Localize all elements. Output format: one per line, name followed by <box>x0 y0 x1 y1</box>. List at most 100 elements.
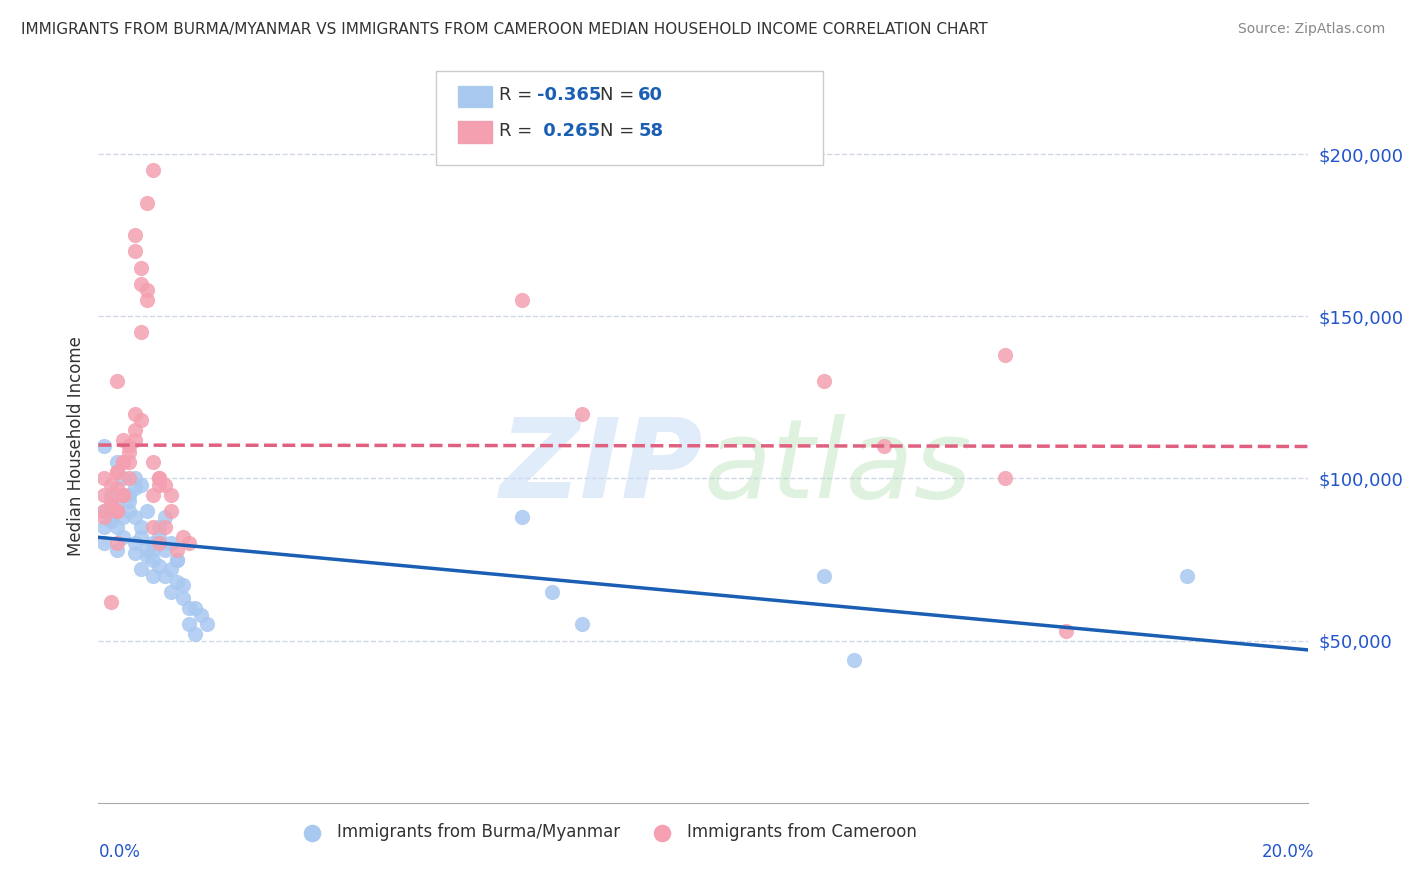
Point <box>100 488 122 502</box>
Point <box>93 504 115 518</box>
Point <box>124 546 146 560</box>
Y-axis label: Median Household Income: Median Household Income <box>66 336 84 556</box>
Point <box>844 653 866 667</box>
Point <box>118 494 141 508</box>
Point <box>111 433 134 447</box>
Point <box>153 568 176 582</box>
Point <box>142 488 165 502</box>
Point <box>105 374 128 388</box>
Point <box>153 520 176 534</box>
Point <box>1175 568 1198 582</box>
Point <box>148 536 170 550</box>
Point <box>105 542 128 557</box>
Point <box>510 510 533 524</box>
Point <box>105 497 128 511</box>
Point <box>148 478 170 492</box>
Point <box>129 326 152 340</box>
Point <box>105 520 128 534</box>
Point <box>135 504 157 518</box>
Point <box>124 244 146 259</box>
Point <box>111 488 134 502</box>
Point <box>100 478 122 492</box>
Point <box>166 575 188 590</box>
Point <box>142 552 165 566</box>
Text: -0.365: -0.365 <box>537 87 602 104</box>
Point <box>166 542 188 557</box>
Point <box>129 520 152 534</box>
Point <box>100 595 122 609</box>
Point <box>105 536 128 550</box>
Point <box>129 478 152 492</box>
Point <box>93 471 115 485</box>
Point <box>148 536 170 550</box>
Point <box>111 455 134 469</box>
Point <box>813 374 835 388</box>
Point <box>166 552 188 566</box>
Point <box>100 514 122 528</box>
Text: 0.265: 0.265 <box>537 122 600 140</box>
Point <box>148 559 170 574</box>
Text: atlas: atlas <box>703 414 972 521</box>
Point <box>124 433 146 447</box>
Point <box>124 407 146 421</box>
Point <box>160 504 183 518</box>
Point <box>129 260 152 275</box>
Point <box>118 488 141 502</box>
Point <box>129 530 152 544</box>
Point <box>160 585 183 599</box>
Point <box>118 504 141 518</box>
Point <box>994 348 1017 362</box>
Text: 20.0%: 20.0% <box>1263 843 1315 861</box>
Point <box>105 455 128 469</box>
Point <box>124 510 146 524</box>
Point <box>142 455 165 469</box>
Point <box>100 497 122 511</box>
Point <box>873 439 896 453</box>
Point <box>179 617 201 632</box>
Point <box>148 471 170 485</box>
Point <box>93 439 115 453</box>
Text: ZIP: ZIP <box>499 414 703 521</box>
Point <box>172 578 194 592</box>
Point <box>142 542 165 557</box>
Text: 58: 58 <box>638 122 664 140</box>
Point <box>135 542 157 557</box>
Text: Source: ZipAtlas.com: Source: ZipAtlas.com <box>1237 22 1385 37</box>
Point <box>135 283 157 297</box>
Point <box>160 562 183 576</box>
Point <box>129 277 152 291</box>
Point <box>111 510 134 524</box>
Point <box>100 494 122 508</box>
Point <box>179 601 201 615</box>
Point <box>813 568 835 582</box>
Point <box>124 228 146 243</box>
Point <box>105 465 128 479</box>
Point <box>994 471 1017 485</box>
Text: IMMIGRANTS FROM BURMA/MYANMAR VS IMMIGRANTS FROM CAMEROON MEDIAN HOUSEHOLD INCOM: IMMIGRANTS FROM BURMA/MYANMAR VS IMMIGRA… <box>21 22 988 37</box>
Point <box>160 536 183 550</box>
Point <box>124 481 146 495</box>
Text: N =: N = <box>600 87 640 104</box>
Point <box>148 530 170 544</box>
Point <box>510 293 533 307</box>
Point <box>100 510 122 524</box>
Text: 0.0%: 0.0% <box>98 843 141 861</box>
Point <box>118 455 141 469</box>
Point <box>142 163 165 178</box>
Point <box>105 465 128 479</box>
Point <box>105 504 128 518</box>
Point <box>93 536 115 550</box>
Point <box>195 617 218 632</box>
Point <box>172 591 194 606</box>
Point <box>135 549 157 564</box>
Point <box>571 617 593 632</box>
Point <box>190 607 212 622</box>
Point <box>160 488 183 502</box>
Point <box>135 293 157 307</box>
Point <box>142 520 165 534</box>
Point <box>118 445 141 459</box>
Point <box>129 413 152 427</box>
Point <box>111 455 134 469</box>
Point <box>172 530 194 544</box>
Point <box>111 471 134 485</box>
